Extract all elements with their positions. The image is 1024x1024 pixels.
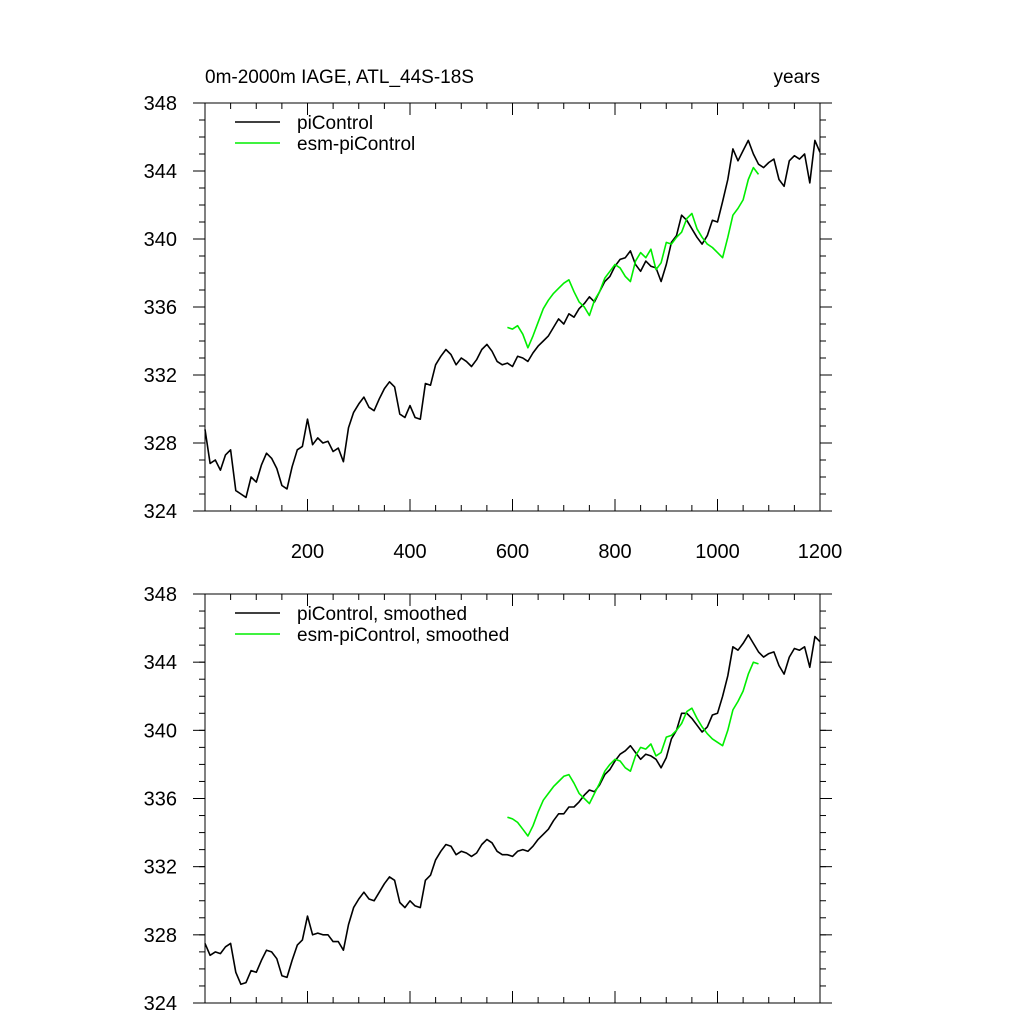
x-tick-label: 600 bbox=[496, 541, 529, 563]
legend-label: esm-piControl bbox=[297, 134, 415, 155]
legend-label: esm-piControl, smoothed bbox=[297, 625, 509, 646]
x-tick-label: 400 bbox=[393, 541, 426, 563]
x-tick-label: 200 bbox=[291, 541, 324, 563]
series-line-esm-picontrol bbox=[507, 166, 760, 349]
top-panel: 324 328 332 336 340 344 348 200 400 600 800 1000 120… bbox=[144, 67, 843, 563]
y-tick-label: 344 bbox=[144, 161, 177, 183]
legend-label: piControl, smoothed bbox=[297, 604, 467, 625]
chart-title: 0m-2000m IAGE, ATL_44S-18S bbox=[205, 67, 474, 88]
y-tick-label: 324 bbox=[144, 501, 177, 523]
y-tick-label: 328 bbox=[144, 925, 177, 947]
series-line-picontrol bbox=[204, 139, 821, 499]
series-line-picontrol bbox=[204, 634, 821, 986]
y-tick-label: 348 bbox=[144, 584, 177, 606]
y-tick-label: 336 bbox=[144, 297, 177, 319]
series-line-esm-picontrol bbox=[507, 661, 759, 837]
y-tick-label: 332 bbox=[144, 857, 177, 879]
chart-title-right: years bbox=[774, 67, 820, 88]
y-tick-label: 340 bbox=[144, 229, 177, 251]
y-tick-label: 324 bbox=[144, 993, 177, 1015]
y-tick-label: 344 bbox=[144, 652, 177, 674]
y-tick-label: 336 bbox=[144, 789, 177, 811]
y-tick-label: 348 bbox=[144, 93, 177, 115]
plot-frame bbox=[204, 593, 821, 1004]
x-tick-label: 1200 bbox=[798, 541, 843, 563]
y-tick-label: 328 bbox=[144, 433, 177, 455]
x-tick-label: 1000 bbox=[695, 541, 740, 563]
x-tick-label: 800 bbox=[598, 541, 631, 563]
legend-label: piControl bbox=[297, 113, 373, 134]
y-tick-label: 340 bbox=[144, 720, 177, 742]
y-tick-label: 332 bbox=[144, 365, 177, 387]
bottom-panel: 324 328 332 336 340 344 348 piControl, smoothed… bbox=[144, 584, 832, 1015]
